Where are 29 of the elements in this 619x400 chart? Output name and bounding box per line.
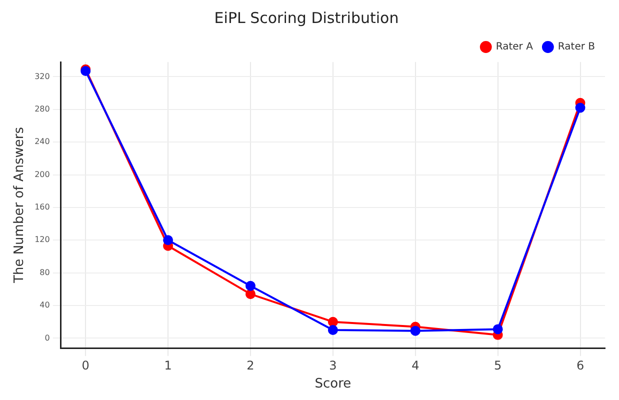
legend-label: Rater B [558,42,596,53]
legend-label: Rater A [496,42,534,53]
y-tick-label: 120 [34,235,50,244]
y-tick-label: 40 [40,300,50,310]
y-tick-label: 280 [34,104,50,114]
point [328,316,338,327]
point [492,324,503,334]
y-tick-label: 80 [40,268,50,277]
y-axis-title: The Number of Answers [12,126,28,284]
x-tick-label: 1 [164,358,172,372]
x-tick-label: 5 [494,358,502,372]
point [328,325,338,336]
x-tick-label: 0 [82,358,90,372]
point [575,102,586,113]
x-axis-title: Score [314,376,352,392]
x-tick-label: 4 [412,358,420,372]
y-tick-label: 160 [34,202,50,212]
y-tick-label: 240 [34,137,50,146]
y-tick-label: 200 [34,170,50,179]
y-tick-label: 320 [34,72,50,81]
x-tick-label: 2 [246,358,254,372]
point [245,280,256,291]
x-tick-label: 6 [576,358,584,372]
point [245,289,256,300]
point [163,235,174,246]
chart-title: EiPL Scoring Distribution [214,8,399,27]
x-tick-label: 3 [329,358,337,372]
y-tick-label: 0 [44,333,50,342]
point [410,326,420,336]
